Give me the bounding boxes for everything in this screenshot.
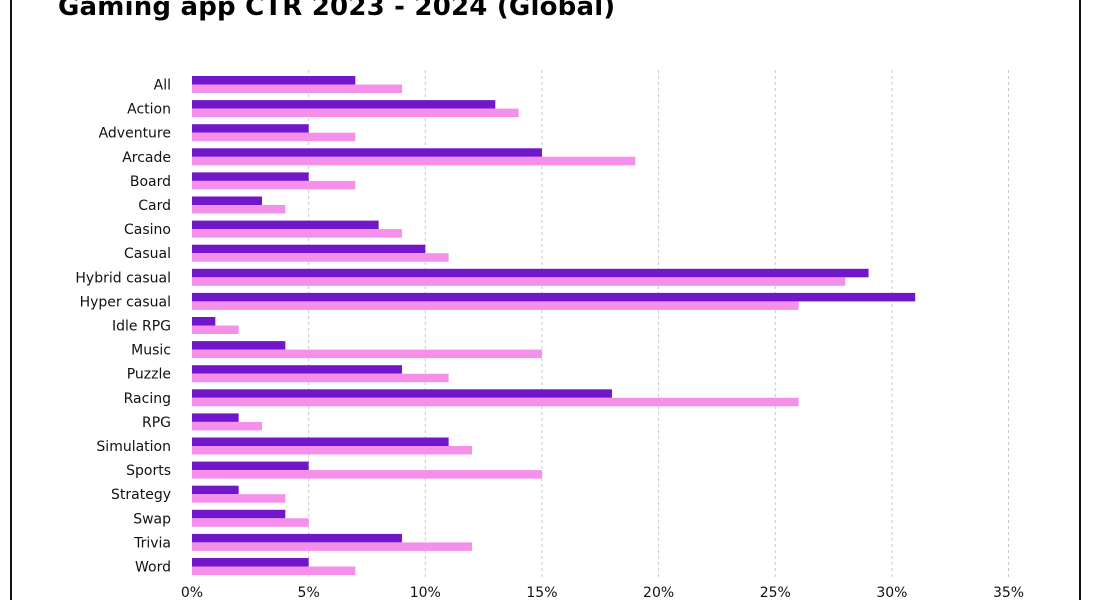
category-label: RPG bbox=[142, 415, 171, 431]
category-label: Hybrid casual bbox=[75, 270, 171, 286]
bar-series-1 bbox=[192, 76, 356, 85]
bar-series-2 bbox=[192, 301, 799, 310]
bar-series-1 bbox=[192, 268, 869, 278]
category-label: Casino bbox=[124, 222, 171, 238]
bar-series-1 bbox=[192, 317, 216, 326]
bar-series-2 bbox=[192, 84, 402, 93]
grid-lines bbox=[308, 70, 1010, 578]
bar-series-2 bbox=[192, 108, 519, 118]
bar-series-2 bbox=[192, 325, 239, 334]
bar-series-1 bbox=[192, 413, 239, 422]
bar-series-1 bbox=[192, 437, 449, 446]
bar-series-2 bbox=[192, 156, 636, 166]
bar-series-2 bbox=[192, 349, 542, 359]
bar-series-2 bbox=[192, 373, 449, 383]
bar-series-1 bbox=[192, 100, 496, 109]
bar-series-1 bbox=[192, 244, 426, 254]
x-tick-label: 10% bbox=[410, 585, 441, 600]
bar-series-2 bbox=[192, 542, 472, 551]
bars-group bbox=[192, 76, 916, 575]
bar-series-1 bbox=[192, 485, 239, 495]
bar-series-2 bbox=[192, 421, 262, 431]
category-label: Racing bbox=[124, 391, 171, 407]
chart-title: Gaming app CTR 2023 - 2024 (Global) bbox=[58, 0, 616, 22]
bar-series-2 bbox=[192, 253, 449, 262]
bar-series-1 bbox=[192, 196, 262, 205]
category-label: Strategy bbox=[111, 487, 171, 503]
category-label: Word bbox=[135, 560, 171, 576]
category-label: Sports bbox=[126, 463, 171, 479]
bar-series-1 bbox=[192, 124, 309, 133]
bar-series-1 bbox=[192, 533, 402, 543]
category-label: Board bbox=[130, 174, 171, 190]
frame-border-right bbox=[1079, 0, 1081, 600]
category-label: All bbox=[154, 78, 171, 94]
bar-series-1 bbox=[192, 172, 309, 181]
bar-series-2 bbox=[192, 180, 356, 190]
category-label: Puzzle bbox=[127, 367, 171, 383]
category-label: Music bbox=[131, 343, 171, 359]
category-label: Arcade bbox=[122, 150, 171, 166]
x-tick-label: 5% bbox=[298, 585, 320, 600]
bar-series-2 bbox=[192, 494, 286, 503]
bar-series-1 bbox=[192, 292, 916, 302]
x-tick-label: 20% bbox=[643, 585, 674, 600]
bar-series-2 bbox=[192, 132, 356, 142]
bar-series-2 bbox=[192, 277, 846, 286]
category-label: Trivia bbox=[133, 535, 171, 551]
bar-series-2 bbox=[192, 446, 472, 455]
category-label: Hyper casual bbox=[80, 294, 171, 310]
bar-series-2 bbox=[192, 566, 356, 575]
bar-series-1 bbox=[192, 220, 379, 230]
x-tick-label: 0% bbox=[181, 585, 203, 600]
x-tick-label: 35% bbox=[993, 585, 1024, 600]
bar-series-2 bbox=[192, 205, 286, 214]
bar-series-1 bbox=[192, 509, 286, 519]
category-labels: All Action Adventure Arcade Board Card Casino C… bbox=[75, 78, 171, 576]
category-label: Action bbox=[127, 102, 171, 118]
category-label: Adventure bbox=[99, 126, 171, 142]
category-label: Casual bbox=[124, 246, 171, 262]
bar-series-1 bbox=[192, 341, 286, 350]
bar-series-1 bbox=[192, 365, 402, 374]
bar-series-2 bbox=[192, 229, 402, 238]
category-label: Swap bbox=[133, 511, 171, 527]
bar-series-2 bbox=[192, 518, 309, 527]
x-tick-label: 25% bbox=[760, 585, 791, 600]
category-label: Idle RPG bbox=[112, 319, 171, 335]
x-tick-label: 30% bbox=[876, 585, 907, 600]
bar-series-1 bbox=[192, 558, 309, 567]
x-axis-tick-labels: 0% 5% 10% 15% 20% 25% 30% 35% bbox=[181, 585, 1024, 600]
bar-series-1 bbox=[192, 148, 542, 157]
bar-series-1 bbox=[192, 389, 612, 398]
category-label: Card bbox=[138, 198, 171, 214]
frame-border-left bbox=[10, 0, 12, 600]
bar-series-1 bbox=[192, 461, 309, 471]
bar-series-2 bbox=[192, 470, 542, 479]
bar-series-2 bbox=[192, 397, 799, 407]
x-tick-label: 15% bbox=[526, 585, 557, 600]
category-label: Simulation bbox=[96, 439, 171, 455]
